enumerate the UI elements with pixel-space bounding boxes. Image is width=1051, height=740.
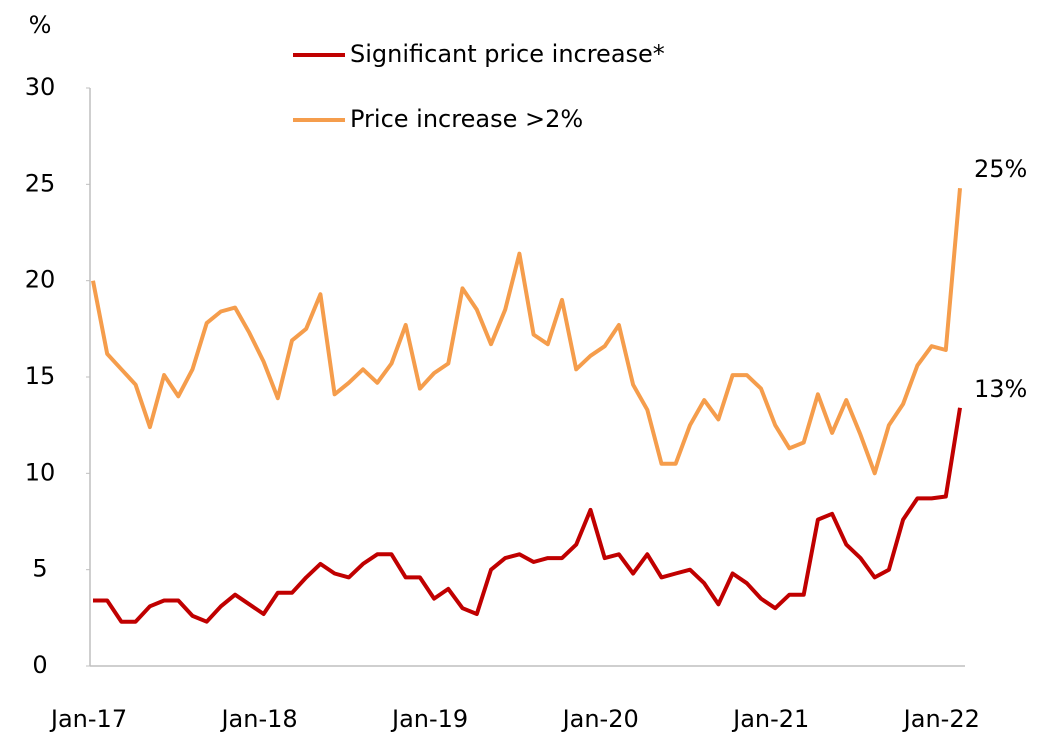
series-line: [93, 407, 962, 624]
x-tick-label: Jan-17: [49, 705, 127, 733]
legend-label: Significant price increase*: [350, 40, 665, 68]
y-tick-label: 0: [32, 651, 47, 679]
y-tick-label: 20: [25, 266, 56, 294]
y-tick-label: 30: [25, 73, 56, 101]
y-tick-label: 15: [25, 362, 56, 390]
value-label: 25%: [974, 155, 1027, 183]
y-tick-label: 10: [25, 458, 56, 486]
x-tick-label: Jan-19: [390, 705, 468, 733]
y-axis-label: %: [29, 11, 52, 39]
x-tick-label: Jan-20: [561, 705, 639, 733]
legend-label: Price increase >2%: [350, 105, 583, 133]
x-tick-label: Jan-21: [731, 705, 809, 733]
x-tick-label: Jan-18: [219, 705, 297, 733]
y-tick-label: 25: [25, 169, 56, 197]
y-tick-label: 5: [32, 555, 47, 583]
value-label: 13%: [974, 375, 1027, 403]
x-tick-label: Jan-22: [902, 705, 980, 733]
series-line: [91, 188, 962, 476]
